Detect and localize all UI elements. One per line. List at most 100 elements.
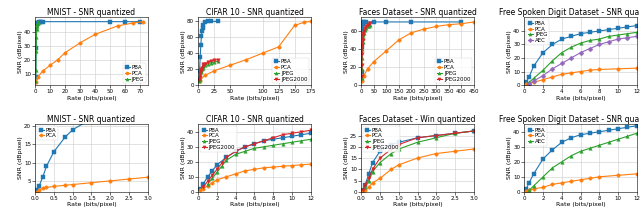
JPEG: [209, 177, 216, 180]
AEC: [558, 160, 566, 163]
Legend: PBA, PCA, JPEG, JPEG2000: PBA, PCA, JPEG, JPEG2000: [363, 126, 400, 152]
PCA: [408, 31, 415, 34]
AEC: [605, 41, 612, 43]
PCA: [365, 186, 372, 189]
JPEG2000: [279, 133, 287, 136]
JPEG: [33, 23, 41, 26]
JPEG: [201, 64, 209, 66]
AEC: [540, 175, 547, 178]
PBA: [360, 21, 367, 23]
PBA: [548, 43, 556, 46]
PCA: [199, 187, 207, 190]
PCA: [458, 22, 465, 25]
JPEG2000: [197, 69, 205, 72]
PCA: [69, 183, 77, 186]
PCA: [35, 75, 42, 78]
PCA: [376, 177, 384, 180]
PBA: [458, 21, 465, 23]
PCA: [577, 179, 584, 181]
PBA: [395, 141, 403, 144]
JPEG2000: [214, 58, 221, 61]
X-axis label: Rate (bits/pixel): Rate (bits/pixel): [230, 202, 279, 207]
PBA: [35, 185, 43, 188]
JPEG: [34, 22, 42, 24]
JPEG2000: [364, 23, 371, 26]
PCA: [92, 33, 99, 36]
PBA: [605, 129, 612, 131]
PCA: [32, 81, 40, 83]
JPEG: [196, 74, 204, 77]
JPEG: [387, 152, 395, 155]
JPEG2000: [470, 130, 477, 132]
PBA: [50, 150, 58, 153]
JPEG2000: [218, 162, 225, 165]
PBA: [413, 136, 421, 139]
AEC: [530, 184, 538, 187]
PBA: [525, 76, 533, 78]
AEC: [595, 43, 603, 46]
PBA: [260, 140, 268, 142]
PCA: [522, 83, 530, 86]
PBA: [69, 128, 77, 131]
AEC: [577, 51, 584, 54]
PBA: [568, 136, 575, 139]
JPEG: [31, 80, 39, 82]
JPEG: [376, 161, 384, 164]
PCA: [420, 28, 428, 31]
PBA: [33, 189, 41, 191]
PCA: [227, 64, 234, 66]
JPEG2000: [365, 22, 372, 25]
JPEG2000: [362, 25, 370, 28]
PCA: [307, 20, 314, 23]
Legend: PBA, PCA, JPEG, JPEG2000: PBA, PCA, JPEG, JPEG2000: [200, 126, 237, 152]
Legend: PBA, PCA, JPEG, AEC: PBA, PCA, JPEG, AEC: [526, 19, 549, 45]
Line: PCA: PCA: [362, 147, 476, 192]
PBA: [122, 20, 129, 23]
PCA: [433, 25, 440, 28]
PCA: [633, 172, 640, 175]
PBA: [369, 161, 376, 164]
JPEG: [198, 68, 206, 70]
JPEG2000: [260, 140, 268, 142]
PBA: [558, 38, 566, 40]
PBA: [279, 136, 287, 139]
AEC: [605, 141, 612, 144]
PCA: [568, 180, 575, 183]
PBA: [614, 27, 622, 30]
JPEG2000: [269, 136, 277, 139]
PBA: [522, 81, 530, 84]
Line: PBA: PBA: [362, 129, 476, 191]
PCA: [241, 170, 249, 172]
PCA: [223, 175, 230, 178]
PBA: [577, 133, 584, 136]
Line: PCA: PCA: [198, 20, 312, 83]
PCA: [525, 82, 533, 85]
JPEG: [213, 171, 221, 174]
PBA: [558, 141, 566, 144]
PBA: [359, 22, 367, 24]
PBA: [288, 135, 296, 138]
PCA: [43, 186, 51, 189]
X-axis label: Rate (bits/pixel): Rate (bits/pixel): [393, 95, 442, 100]
JPEG: [33, 36, 40, 38]
JPEG2000: [359, 188, 367, 191]
Line: PBA: PBA: [35, 106, 149, 192]
JPEG: [633, 31, 640, 34]
AEC: [548, 68, 556, 70]
JPEG2000: [358, 75, 365, 77]
AEC: [586, 47, 594, 50]
JPEG: [365, 179, 372, 182]
PBA: [196, 69, 204, 72]
PBA: [358, 23, 366, 26]
AEC: [633, 132, 640, 135]
JPEG2000: [413, 136, 421, 139]
JPEG: [32, 50, 40, 53]
PCA: [633, 67, 640, 70]
Legend: PBA, PCA, JPEG, JPEG2000: PBA, PCA, JPEG, JPEG2000: [435, 58, 472, 83]
JPEG: [207, 61, 215, 64]
JPEG: [413, 141, 421, 144]
JPEG: [586, 39, 594, 42]
JPEG: [204, 183, 211, 186]
JPEG: [195, 80, 203, 82]
PBA: [209, 170, 216, 172]
